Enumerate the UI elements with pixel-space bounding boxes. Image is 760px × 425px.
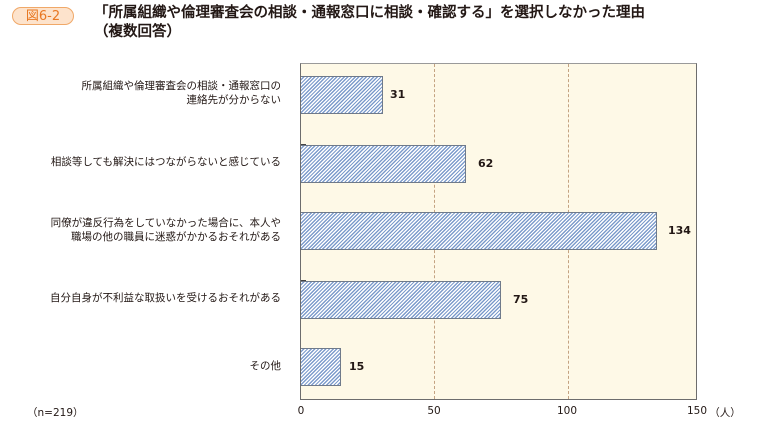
figure-badge: 図6-2	[12, 7, 74, 25]
plot-area: 31 62 134 75 15	[300, 63, 697, 400]
category-label: その他	[249, 360, 282, 372]
chart-title-line1: 「所属組織や倫理審査会の相談・通報窓口に相談・確認する」を選択しなかった理由	[94, 5, 645, 21]
sample-size-note: （n=219）	[27, 407, 84, 419]
x-tick-label: 150	[686, 405, 708, 417]
y-tick	[301, 144, 306, 145]
bar-value-label: 75	[513, 293, 529, 306]
category-label: 同僚が違反行為をしていなかった場合に、本人や 職場の他の職員に迷惑がかかるおそれ…	[50, 217, 281, 243]
x-tick-label: 50	[427, 405, 441, 417]
bar	[301, 145, 466, 183]
y-tick	[301, 280, 306, 281]
x-tick-label: 100	[556, 405, 578, 417]
chart-title: 「所属組織や倫理審査会の相談・通報窓口に相談・確認する」を選択しなかった理由 （…	[94, 4, 645, 42]
bar	[301, 212, 657, 250]
bar-value-label: 62	[478, 157, 494, 170]
chart-title-line2: （複数回答）	[94, 24, 181, 40]
x-axis-unit: （人）	[709, 407, 741, 419]
x-tick-label: 0	[297, 405, 305, 417]
category-label: 所属組織や倫理審査会の相談・通報窓口の 連絡先が分からない	[81, 80, 282, 106]
bar	[301, 76, 383, 114]
bar	[301, 348, 341, 386]
category-label: 自分自身が不利益な取扱いを受けるおそれがある	[50, 292, 281, 304]
bar-value-label: 15	[349, 360, 365, 373]
bar-value-label: 31	[390, 88, 406, 101]
bar	[301, 281, 501, 319]
bar-value-label: 134	[668, 224, 691, 237]
category-label: 相談等しても解決にはつながらないと感じている	[50, 156, 281, 168]
